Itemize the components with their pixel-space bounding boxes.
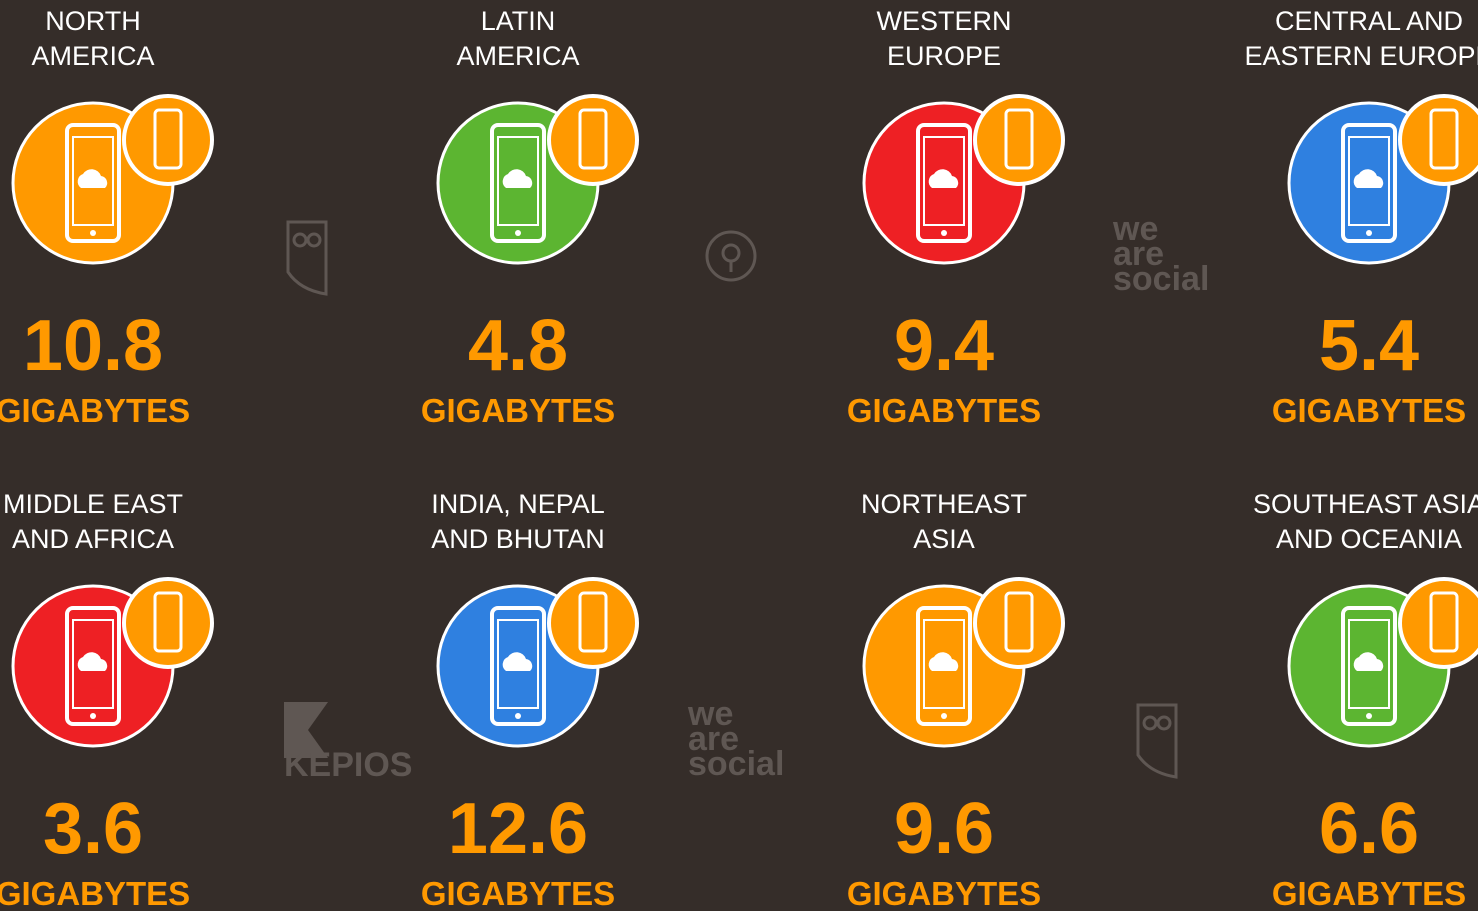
region-unit: GIGABYTES: [847, 875, 1041, 911]
cloud-icon: [77, 652, 108, 671]
kepios-mark: [284, 702, 328, 758]
region-card: MIDDLE EAST AND AFRICA 3.6 GIGABYTES: [0, 489, 214, 911]
brand-logo-text: are: [688, 720, 739, 758]
small-phone: [153, 591, 183, 653]
phone-screen: [1348, 136, 1390, 226]
region-value: 3.6: [43, 789, 143, 869]
phone-screen: [923, 136, 965, 226]
phone-icon: [916, 123, 972, 243]
phone-screen: [1348, 619, 1390, 709]
small-phone: [153, 108, 183, 170]
phone-screen: [497, 136, 539, 226]
region-name: MIDDLE EAST: [3, 489, 183, 519]
phone-button: [1366, 713, 1372, 719]
region-name: EASTERN EUROPE: [1244, 41, 1478, 71]
region-card: SOUTHEAST ASIA AND OCEANIA 6.6 GIGABYTES: [1253, 489, 1478, 911]
region-name: LATIN: [481, 6, 556, 36]
region-name: AND OCEANIA: [1276, 524, 1462, 554]
phone-button: [941, 230, 947, 236]
small-circle: [122, 577, 214, 669]
region-unit: GIGABYTES: [847, 392, 1041, 429]
region-unit: GIGABYTES: [421, 875, 615, 911]
brand-logo-text: we: [1112, 210, 1158, 248]
brand-logo-text: social: [688, 745, 784, 783]
cloud-icon: [928, 169, 959, 188]
region-card: CENTRAL AND EASTERN EUROPE 5.4 GIGABYTES: [1244, 6, 1478, 429]
region-name: NORTH: [45, 6, 141, 36]
phone-button: [941, 713, 947, 719]
small-phone: [1429, 591, 1459, 653]
region-unit: GIGABYTES: [0, 392, 190, 429]
region-name: INDIA, NEPAL: [431, 489, 605, 519]
region-name: WESTERN: [877, 6, 1012, 36]
cloud-icon: [928, 652, 959, 671]
small-circle: [973, 94, 1065, 186]
small-circle: [547, 94, 639, 186]
small-circle: [973, 577, 1065, 669]
small-phone: [1004, 108, 1034, 170]
region-name: AMERICA: [31, 41, 154, 71]
phone-screen: [72, 136, 114, 226]
region-card: LATIN AMERICA 4.8 GIGABYTES: [421, 6, 639, 429]
small-circle: [1398, 94, 1478, 186]
phone-button: [90, 713, 96, 719]
region-name: CENTRAL AND: [1275, 6, 1463, 36]
region-name: AMERICA: [456, 41, 579, 71]
small-phone: [1429, 108, 1459, 170]
region-value: 6.6: [1319, 789, 1419, 869]
region-unit: GIGABYTES: [421, 392, 615, 429]
phone-icon: [916, 606, 972, 726]
phone-button: [515, 713, 521, 719]
phone-button: [90, 230, 96, 236]
bulb-logo: [705, 230, 757, 282]
region-unit: GIGABYTES: [1272, 392, 1466, 429]
phone-icon: [65, 606, 121, 726]
owl-logo: [286, 220, 1178, 779]
small-phone: [1004, 591, 1034, 653]
region-card: NORTH AMERICA 10.8 GIGABYTES: [0, 6, 214, 429]
region-unit: GIGABYTES: [1272, 875, 1466, 911]
phone-screen: [497, 619, 539, 709]
phone-icon: [65, 123, 121, 243]
region-card: NORTHEAST ASIA 9.6 GIGABYTES: [847, 489, 1065, 911]
region-value: 9.6: [894, 789, 994, 869]
region-value: 10.8: [23, 306, 163, 386]
region-value: 5.4: [1319, 306, 1419, 386]
phone-screen: [923, 619, 965, 709]
region-card: WESTERN EUROPE 9.4 GIGABYTES: [847, 6, 1065, 429]
region-value: 12.6: [448, 789, 588, 869]
region-card: INDIA, NEPAL AND BHUTAN 12.6 GIGABYTES: [421, 489, 639, 911]
small-phone: [578, 591, 608, 653]
region-name: AND BHUTAN: [431, 524, 605, 554]
small-circle: [1398, 577, 1478, 669]
small-phone: [578, 108, 608, 170]
region-name: ASIA: [913, 524, 975, 554]
brand-logo-text: are: [1113, 235, 1164, 273]
phone-screen: [72, 619, 114, 709]
phone-icon: [490, 123, 546, 243]
phone-icon: [490, 606, 546, 726]
brand-logo-text: social: [1113, 260, 1209, 298]
phone-icon: [1341, 123, 1397, 243]
small-circle: [122, 94, 214, 186]
region-name: AND AFRICA: [12, 524, 174, 554]
cloud-icon: [502, 169, 533, 188]
region-name: SOUTHEAST ASIA: [1253, 489, 1478, 519]
phone-button: [515, 230, 521, 236]
cloud-icon: [77, 169, 108, 188]
cloud-icon: [1353, 652, 1384, 671]
small-circle: [547, 577, 639, 669]
region-value: 9.4: [894, 306, 994, 386]
phone-button: [1366, 230, 1372, 236]
brand-logo-text: we: [687, 695, 733, 733]
brand-logo-text: KEPIOS: [284, 746, 412, 784]
region-value: 4.8: [468, 306, 568, 386]
region-unit: GIGABYTES: [0, 875, 190, 911]
phone-icon: [1341, 606, 1397, 726]
region-name: EUROPE: [887, 41, 1001, 71]
cloud-icon: [502, 652, 533, 671]
cloud-icon: [1353, 169, 1384, 188]
region-name: NORTHEAST: [861, 489, 1027, 519]
